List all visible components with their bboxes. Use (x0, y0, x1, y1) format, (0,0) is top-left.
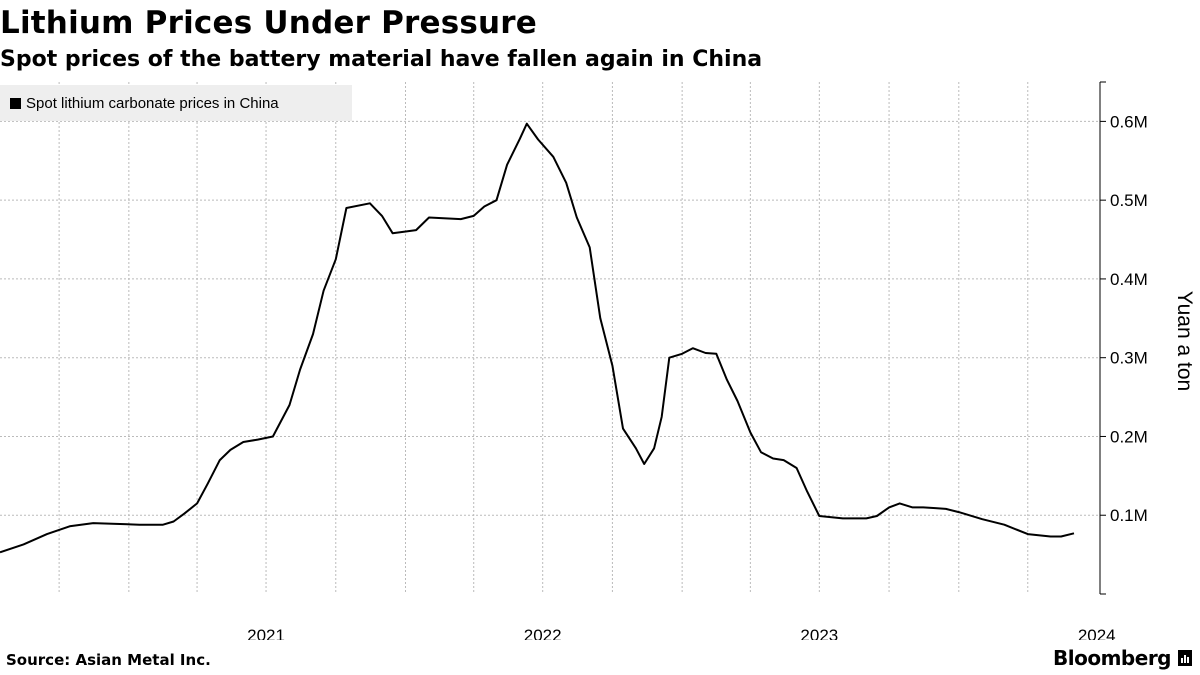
x-tick-label: 2021 (247, 626, 285, 640)
axes (1099, 81, 1106, 595)
series-line (0, 122, 1075, 554)
y-axis-title: Yuan a ton (1173, 291, 1196, 391)
y-tick-label: 0.4M (1110, 270, 1148, 289)
x-tick-label: 2022 (524, 626, 562, 640)
legend-swatch (10, 97, 21, 109)
brand-logo: Bloomberg (1053, 646, 1192, 670)
legend: Spot lithium carbonate prices in China (0, 85, 352, 121)
source-note: Source: Asian Metal Inc. (6, 651, 211, 669)
y-tick-label: 0.2M (1110, 427, 1148, 446)
y-tick-label: 0.3M (1110, 349, 1148, 368)
y-tick-label: 0.6M (1110, 112, 1148, 131)
series-layer (0, 122, 1075, 554)
axis-labels: 0.1M 0.2M 0.3M 0.4M 0.5M 0.6M 2021 2022 2023 2024… (247, 112, 1196, 640)
grid-lines (0, 82, 1100, 594)
brand-name: Bloomberg (1053, 646, 1171, 670)
y-tick-label: 0.1M (1110, 506, 1148, 525)
chart-subtitle: Spot prices of the battery material have… (0, 47, 763, 72)
line-chart: 0.1M 0.2M 0.3M 0.4M 0.5M 0.6M 2021 2022 2023 2024… (0, 81, 1196, 640)
bloomberg-terminal-icon (1178, 650, 1192, 666)
x-tick-label: 2024 (1078, 626, 1116, 640)
legend-label: Spot lithium carbonate prices in China (26, 94, 279, 112)
y-tick-label: 0.5M (1110, 191, 1148, 210)
x-tick-label: 2023 (800, 626, 838, 640)
chart-title: Lithium Prices Under Pressure (0, 5, 537, 41)
